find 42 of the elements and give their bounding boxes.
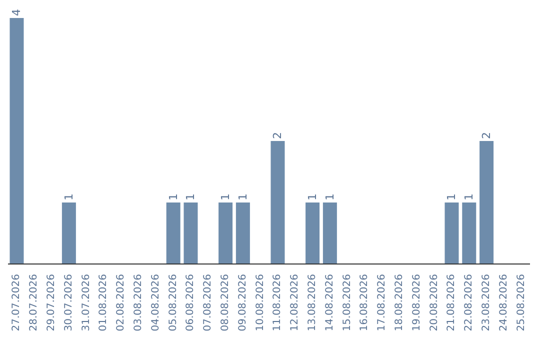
x-tick-label: 02.08.2026	[116, 274, 127, 332]
x-tick-label: 23.08.2026	[481, 274, 492, 332]
x-tick-label: 06.08.2026	[185, 274, 196, 332]
data-label: 4	[10, 9, 24, 16]
x-tick-label: 27.07.2026	[11, 274, 22, 332]
x-tick-label: 01.08.2026	[98, 274, 110, 332]
data-label: 2	[480, 132, 494, 139]
x-tick-label: 10.08.2026	[254, 274, 266, 332]
x-tick-label: 12.08.2026	[290, 274, 301, 332]
x-tick-label: 14.08.2026	[324, 274, 336, 332]
x-tick-label: 11.08.2026	[272, 274, 284, 332]
data-label: 2	[271, 132, 284, 139]
x-tick-label: 09.08.2026	[237, 274, 248, 332]
x-tick-label: 30.07.2026	[63, 274, 74, 332]
x-tick-label: 05.08.2026	[168, 274, 179, 332]
x-tick-label: 08.08.2026	[220, 274, 231, 332]
x-tick-label: 04.08.2026	[150, 274, 162, 332]
x-tick-label: 22.08.2026	[464, 274, 475, 332]
x-tick-label: 17.08.2026	[376, 274, 388, 332]
x-tick-label: 15.08.2026	[342, 274, 353, 332]
data-label: 1	[462, 194, 476, 200]
x-tick-label: 03.08.2026	[133, 274, 144, 332]
x-tick-label: 18.08.2026	[394, 274, 405, 332]
data-label: 1	[62, 194, 76, 200]
data-label: 1	[166, 194, 180, 200]
x-tick-label: 16.08.2026	[359, 274, 370, 332]
data-label: 1	[184, 194, 198, 200]
x-tick-label: 29.07.2026	[46, 274, 57, 332]
x-tick-label: 28.07.2026	[28, 274, 40, 332]
data-label: 1	[445, 194, 458, 200]
x-tick-label: 20.08.2026	[428, 274, 440, 332]
x-tick-label: 21.08.2026	[446, 274, 458, 332]
x-tick-label: 07.08.2026	[202, 274, 214, 332]
x-tick-label: 19.08.2026	[411, 274, 422, 332]
x-tick-label: 25.08.2026	[516, 274, 527, 332]
data-label: 1	[236, 194, 250, 200]
x-tick-label: 31.07.2026	[80, 274, 92, 332]
data-label: 1	[306, 194, 320, 200]
data-label: 1	[219, 194, 232, 200]
x-tick-label: 13.08.2026	[307, 274, 318, 332]
data-label: 1	[323, 194, 336, 200]
x-tick-label: 24.08.2026	[498, 274, 510, 332]
